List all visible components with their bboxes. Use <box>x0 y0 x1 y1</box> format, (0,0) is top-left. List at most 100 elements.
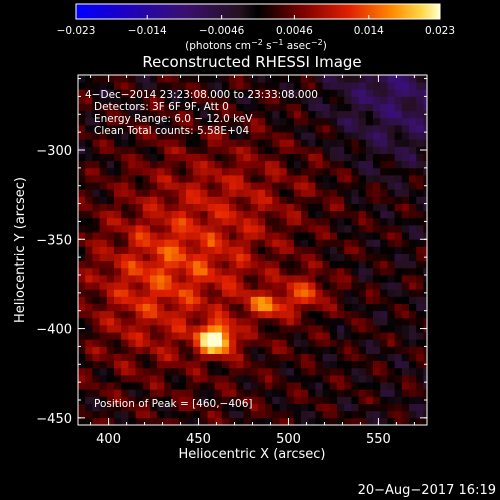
heatmap-cell <box>365 267 374 276</box>
heatmap-cell <box>401 117 410 126</box>
heatmap-cell <box>85 139 93 147</box>
heatmap-cell <box>272 175 280 183</box>
heatmap-cell <box>121 246 129 254</box>
heatmap-cell <box>301 125 309 133</box>
heatmap-cell <box>121 382 129 390</box>
heatmap-cell <box>207 103 216 112</box>
heatmap-cell <box>301 375 309 383</box>
heatmap-cell <box>322 110 331 119</box>
heatmap-cell <box>185 153 194 162</box>
heatmap-cell <box>416 153 424 162</box>
heatmap-cell <box>272 417 280 425</box>
heatmap-cell <box>293 289 302 297</box>
heatmap-cell <box>207 310 216 319</box>
heatmap-cell <box>99 367 108 376</box>
heatmap-cell <box>85 325 93 333</box>
heatmap-cell <box>92 153 100 162</box>
heatmap-cell <box>257 210 266 219</box>
heatmap-cell <box>329 110 338 119</box>
heatmap-cell <box>344 153 352 162</box>
heatmap-cell <box>351 160 360 169</box>
heatmap-cell <box>157 346 165 354</box>
heatmap-cell <box>301 132 309 140</box>
heatmap-cell <box>178 382 187 390</box>
heatmap-cell <box>229 317 237 326</box>
heatmap-cell <box>293 246 302 254</box>
heatmap-cell <box>193 317 201 326</box>
heatmap-cell <box>135 82 144 90</box>
heatmap-cell <box>272 353 280 362</box>
heatmap-cell <box>113 167 122 176</box>
heatmap-cell <box>92 246 100 254</box>
heatmap-cell <box>409 189 417 197</box>
heatmap-cell <box>106 360 115 369</box>
heatmap-cell <box>387 153 396 162</box>
heatmap-cell <box>243 139 252 147</box>
heatmap-cell <box>315 132 324 140</box>
heatmap-cell <box>78 410 86 419</box>
heatmap-cell <box>200 175 208 183</box>
heatmap-cell <box>315 382 324 390</box>
heatmap-cell <box>365 417 374 425</box>
heatmap-cell <box>409 117 417 126</box>
heatmap-cell <box>293 267 302 276</box>
heatmap-cell <box>257 96 266 104</box>
heatmap-cell <box>92 289 100 297</box>
heatmap-cell <box>99 125 108 133</box>
heatmap-cell <box>265 210 273 219</box>
heatmap-cell <box>164 82 172 90</box>
heatmap-cell <box>416 110 424 119</box>
heatmap-cell <box>200 275 208 283</box>
heatmap-cell <box>121 196 129 204</box>
heatmap-cell <box>85 317 93 326</box>
heatmap-cell <box>178 139 187 147</box>
heatmap-cell <box>358 360 367 369</box>
heatmap-cell <box>401 389 410 397</box>
heatmap-cell <box>272 239 280 247</box>
heatmap-cell <box>157 217 165 226</box>
heatmap-cell <box>329 403 338 412</box>
heatmap-cell <box>113 75 122 83</box>
heatmap-cell <box>394 410 403 419</box>
heatmap-cell <box>85 296 93 304</box>
heatmap-cell <box>416 389 424 397</box>
heatmap-cell <box>214 96 223 104</box>
heatmap-cell <box>365 339 374 347</box>
heatmap-cell <box>257 296 266 304</box>
heatmap-cell <box>351 146 360 154</box>
heatmap-cell <box>358 346 367 354</box>
heatmap-cell <box>221 360 230 369</box>
heatmap-cell <box>423 267 427 276</box>
heatmap-cell <box>229 260 237 269</box>
heatmap-cell <box>221 217 230 226</box>
heatmap-cell <box>279 325 288 333</box>
heatmap-cell <box>286 253 295 262</box>
heatmap-cell <box>193 175 201 183</box>
heatmap-cell <box>301 246 309 254</box>
heatmap-cell <box>178 117 187 126</box>
heatmap-cell <box>301 339 309 347</box>
heatmap-cell <box>423 303 427 312</box>
heatmap-cell <box>358 339 367 347</box>
heatmap-cell <box>387 296 396 304</box>
heatmap-cell <box>85 225 93 233</box>
heatmap-cell <box>329 339 338 347</box>
heatmap-cell <box>358 110 367 119</box>
heatmap-cell <box>315 167 324 176</box>
heatmap-cell <box>423 153 427 162</box>
heatmap-cell <box>365 375 374 383</box>
heatmap-cell <box>164 417 172 425</box>
heatmap-cell <box>301 96 309 104</box>
heatmap-cell <box>135 182 144 190</box>
heatmap-cell <box>365 332 374 340</box>
heatmap-cell <box>322 217 331 226</box>
heatmap-cell <box>337 246 345 254</box>
heatmap-cell <box>92 382 100 390</box>
heatmap-cell <box>99 89 108 97</box>
heatmap-cell <box>229 232 237 240</box>
heatmap-cell <box>351 153 360 162</box>
heatmap-cell <box>344 139 352 147</box>
heatmap-cell <box>337 289 345 297</box>
heatmap-cell <box>178 267 187 276</box>
heatmap-cell <box>373 346 381 354</box>
